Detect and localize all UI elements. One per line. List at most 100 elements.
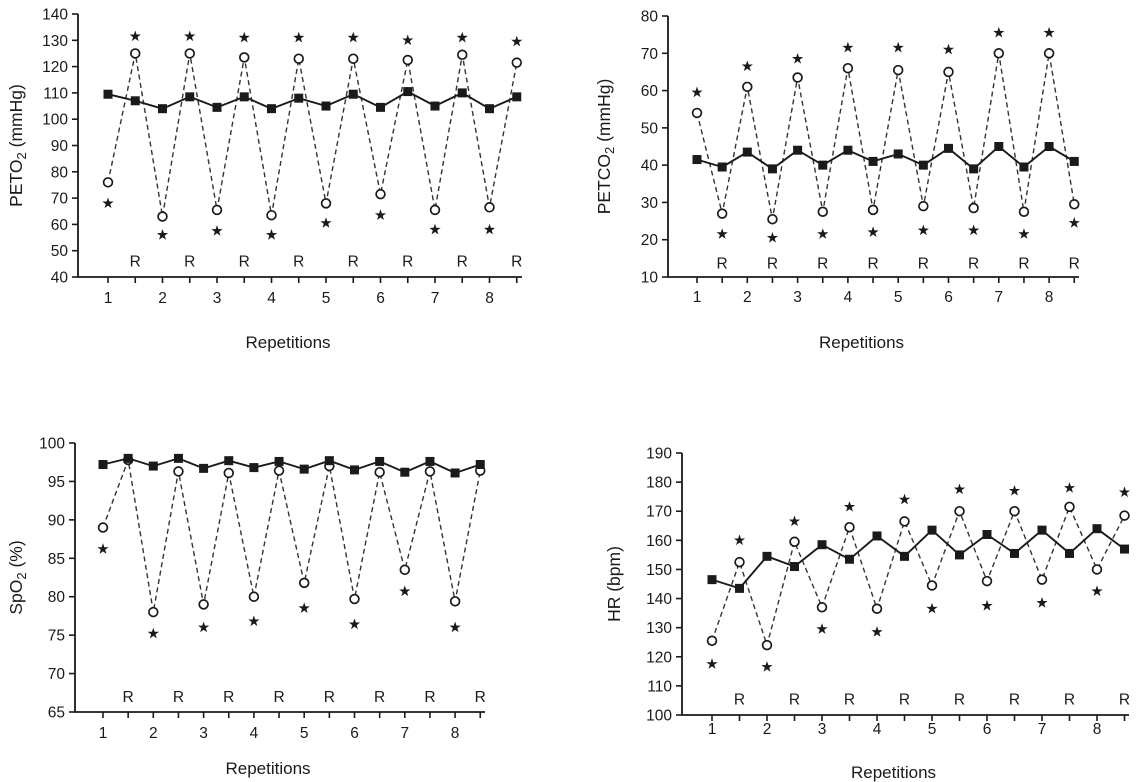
series-line-solid [107,90,518,110]
marker-circle [1018,206,1030,218]
axes [681,453,1129,716]
marker-square [224,456,234,466]
r-marker: R [1069,255,1080,272]
marker-circle [943,66,954,78]
x-tick-label: 1 [693,289,702,306]
r-marker: R [123,689,134,706]
marker-square [845,554,854,564]
asterisk-marker [741,60,753,72]
asterisk-marker [298,602,310,614]
asterisk-marker [942,43,955,55]
marker-circle [449,596,461,607]
y-tick-label: 110 [43,85,68,102]
marker-square [843,145,853,155]
marker-circle [511,57,522,68]
asterisk-marker [816,623,828,634]
asterisk-marker [456,31,468,43]
axis-title-x: Repetitions [225,759,310,778]
marker-circle [97,522,109,533]
r-marker: R [954,691,965,708]
x-tick-label: 3 [213,290,222,307]
asterisk-marker [347,31,359,43]
marker-square [348,89,358,99]
marker-square [817,540,827,550]
y-tick-label: 100 [39,436,65,453]
marker-circle [734,556,745,568]
marker-circle [223,467,235,479]
asterisk-marker [761,661,773,672]
marker-square [376,102,385,112]
y-tick-label: 65 [48,705,65,722]
asterisk-marker [706,658,718,669]
marker-square [767,164,777,174]
marker-square [249,463,259,473]
marker-square [1037,525,1047,535]
marker-circle [298,577,310,589]
axis-title-y: PETO2 (mmHg) [6,84,29,207]
marker-square [735,583,744,593]
r-marker: R [239,254,250,271]
y-tick-label: 90 [51,138,69,155]
marker-circle [375,188,386,200]
r-marker: R [273,689,284,706]
marker-circle [484,202,495,213]
marker-circle [817,206,829,218]
x-tick-label: 4 [250,725,259,742]
marker-circle [981,575,993,587]
asterisk-marker [184,30,196,42]
x-tick-label: 7 [1038,721,1047,738]
asterisk-marker [320,217,332,228]
marker-circle [1119,510,1130,521]
marker-circle [349,593,360,605]
axis-title-x: Repetitions [819,333,904,352]
y-tick-label: 90 [48,512,66,529]
marker-circle [892,64,904,76]
y-tick-label: 140 [42,7,68,24]
marker-square [969,164,979,174]
r-marker: R [844,691,855,708]
marker-circle [266,209,277,221]
marker-circle [239,52,250,63]
series-line-solid [711,527,1126,590]
x-tick-label: 3 [793,289,802,306]
x-tick-label: 8 [1045,289,1054,306]
r-marker: R [424,689,435,706]
asterisk-marker [766,231,779,243]
asterisk-marker [1018,228,1030,239]
marker-circle [918,200,929,212]
x-tick-label: 7 [400,725,409,742]
asterisk-marker [211,225,223,236]
marker-square [130,96,140,106]
y-tick-label: 130 [646,620,672,637]
marker-circle [993,48,1005,59]
marker-square [123,453,133,463]
marker-square [717,162,727,172]
axes [667,16,1079,278]
marker-square [148,461,158,471]
marker-square [98,460,108,470]
chart-hr: 100 110 120 130 140 150 160 170 180 190 1 2 3 4 5 6 7 8 Re… [604,446,1131,782]
marker-square [425,456,435,466]
marker-circle [761,639,773,651]
marker-square [1065,548,1074,558]
asterisk-marker [147,627,159,639]
marker-square [872,531,882,541]
marker-square [893,149,903,159]
marker-circle [926,580,938,591]
x-tick-label: 1 [708,721,717,738]
y-tick-label: 80 [641,9,659,26]
marker-circle [899,516,910,527]
marker-circle [789,536,800,548]
asterisk-marker [374,209,387,220]
marker-square [707,575,717,585]
x-tick-label: 4 [873,721,882,738]
x-tick-label: 7 [431,290,440,307]
asterisk-marker [1063,482,1076,493]
y-tick-label: 130 [42,33,68,50]
marker-circle [716,208,728,219]
marker-circle [273,465,285,476]
marker-circle [402,54,414,66]
asterisk-marker [716,228,728,239]
marker-circle [320,198,332,209]
